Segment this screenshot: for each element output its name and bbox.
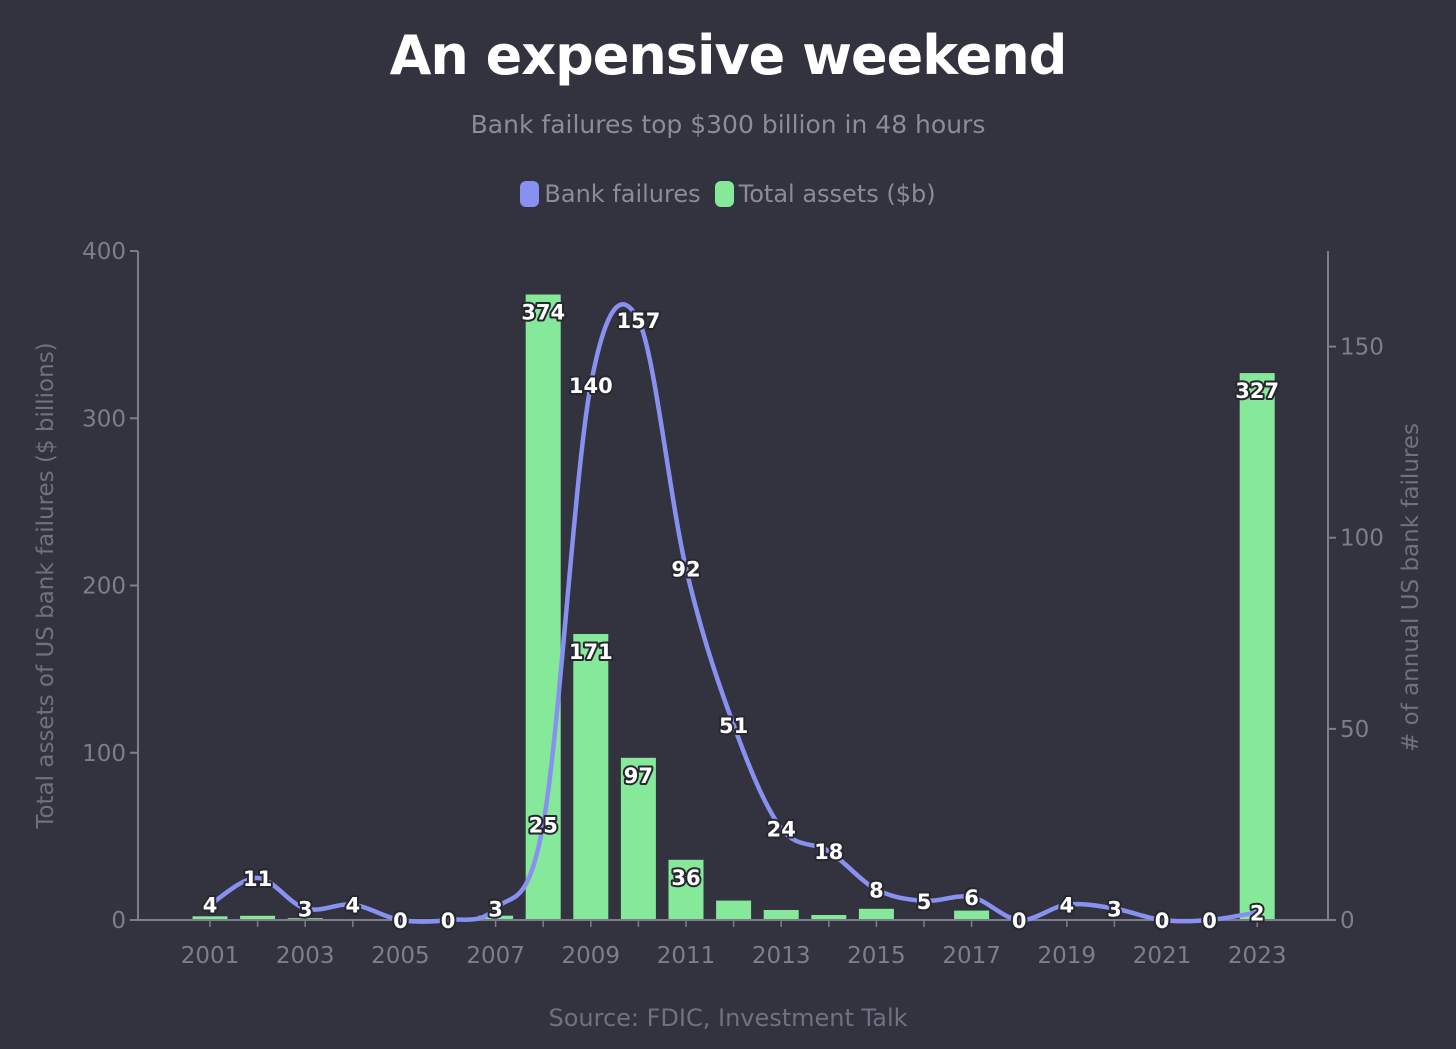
left-tick-label-100: 100 (82, 741, 126, 767)
line-label-2005: 0 (393, 909, 408, 933)
line-label-2011: 92 (671, 557, 700, 581)
left-tick-label-0: 0 (111, 908, 126, 934)
x-tick-label-2005: 2005 (371, 943, 430, 969)
legend-item-bank-failures[interactable]: Bank failures (520, 180, 701, 208)
right-tick-label-100: 100 (1340, 526, 1384, 552)
chart-title: An expensive weekend (389, 24, 1068, 87)
legend-item-total-assets[interactable]: Total assets ($b) (714, 180, 936, 208)
bar-label-2023: 327 (1235, 379, 1279, 403)
legend: Bank failures Total assets ($b) (0, 180, 1456, 208)
bar-label-2011: 36 (671, 866, 700, 890)
line-label-2014: 18 (814, 840, 843, 864)
x-tick-label-2023: 2023 (1228, 943, 1287, 969)
line-label-2020: 3 (1107, 898, 1122, 922)
x-tick-label-2021: 2021 (1133, 943, 1192, 969)
line-label-2008: 25 (529, 813, 558, 837)
y-left-axis-title: Total assets of US bank failures ($ bill… (33, 342, 59, 829)
x-tick-label-2015: 2015 (847, 943, 906, 969)
x-tick-label-2019: 2019 (1038, 943, 1097, 969)
left-tick-label-300: 300 (82, 406, 126, 432)
right-tick-label-50: 50 (1340, 717, 1369, 743)
line-label-2007: 3 (488, 898, 503, 922)
line-label-2016: 5 (917, 890, 932, 914)
bar-2002 (240, 915, 276, 920)
legend-swatch-bank-failures (520, 181, 540, 207)
line-label-2006: 0 (441, 909, 456, 933)
chart-subtitle: Bank failures top $300 billion in 48 hou… (470, 110, 986, 139)
line-label-2022: 0 (1202, 909, 1217, 933)
right-tick-label-150: 150 (1340, 335, 1384, 361)
x-tick-label-2013: 2013 (752, 943, 811, 969)
line-label-2015: 8 (869, 878, 884, 902)
legend-label-total-assets: Total assets ($b) (738, 180, 936, 208)
bar-2009 (573, 634, 609, 920)
right-tick-label-0: 0 (1340, 908, 1355, 934)
legend-label-bank-failures: Bank failures (544, 180, 701, 208)
line-label-2010: 157 (616, 309, 660, 333)
left-tick-label-200: 200 (82, 574, 126, 600)
line-layer (207, 302, 1260, 924)
line-label-2012: 51 (719, 714, 748, 738)
line-label-2021: 0 (1155, 909, 1170, 933)
bar-2014 (811, 915, 847, 920)
line-label-2002: 11 (243, 867, 272, 891)
x-tick-label-2011: 2011 (657, 943, 716, 969)
bank-failures-line (207, 302, 1260, 924)
labels-layer: 4 11 3 4 0 0 3 25 140 157 92 51 24 18 8 5 6 0 4 3 0 0 2 374 171 9… (201, 299, 1281, 936)
line-label-2001: 4 (203, 894, 218, 918)
legend-swatch-total-assets (714, 181, 734, 207)
bars-layer (192, 294, 1275, 921)
line-label-2013: 24 (767, 817, 796, 841)
bar-2023 (1239, 373, 1275, 921)
line-label-2017: 6 (964, 886, 979, 910)
y-right-axis-title: # of annual US bank failures (1398, 423, 1424, 752)
bar-2017 (954, 910, 990, 920)
line-label-2019: 4 (1059, 894, 1074, 918)
left-tick-label-400: 400 (82, 239, 126, 265)
x-tick-label-2017: 2017 (942, 943, 1001, 969)
bar-label-2009: 171 (569, 640, 613, 664)
x-tick-label-2009: 2009 (562, 943, 621, 969)
x-tick-label-2001: 2001 (181, 943, 240, 969)
line-label-2003: 3 (298, 898, 313, 922)
x-tick-label-2007: 2007 (466, 943, 525, 969)
line-label-2023: 2 (1250, 901, 1265, 925)
bar-2011 (668, 859, 704, 920)
source-note: Source: FDIC, Investment Talk (548, 1004, 908, 1032)
bar-2012 (716, 900, 752, 920)
bar-2015 (858, 908, 894, 920)
bar-2013 (763, 910, 799, 920)
bar-label-2008: 374 (521, 301, 565, 325)
bar-2007 (478, 915, 514, 920)
line-label-2018: 0 (1012, 909, 1027, 933)
bar-label-2010: 97 (624, 764, 653, 788)
line-label-2009: 140 (569, 374, 613, 398)
line-label-2004: 4 (345, 894, 360, 918)
bar-2010 (620, 757, 656, 920)
bar-2001 (192, 916, 228, 920)
x-tick-label-2003: 2003 (276, 943, 335, 969)
